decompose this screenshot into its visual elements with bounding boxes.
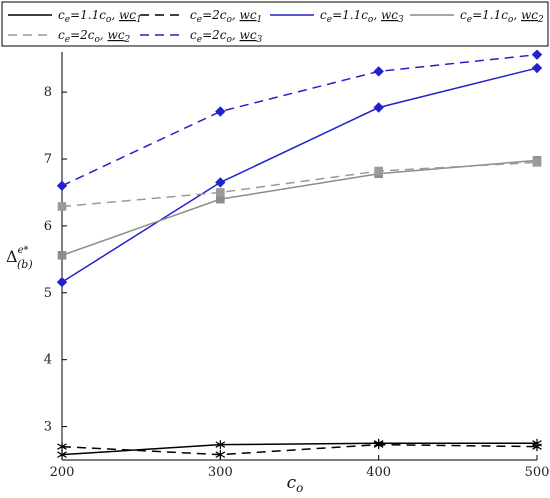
plot-area xyxy=(56,49,543,460)
data-point xyxy=(531,62,543,74)
legend-label: ce=2co, wc2 xyxy=(58,28,131,45)
legend-label: ce=2co, wc1 xyxy=(190,8,262,25)
y-tick-label: 6 xyxy=(44,219,52,234)
data-point xyxy=(57,442,67,452)
data-point xyxy=(216,188,225,197)
series-line xyxy=(61,443,538,456)
series-line xyxy=(61,161,538,208)
axes: 200 300 400 500 3 4 5 6 7 8 xyxy=(44,52,550,480)
data-point xyxy=(215,450,226,460)
y-axis-label-subscript: (b) xyxy=(17,258,33,271)
legend-item-4: ce=1.1co, wc2 xyxy=(410,8,544,25)
y-tick-label: 7 xyxy=(44,152,52,167)
legend-label: ce=1.1co, wc3 xyxy=(320,8,404,25)
data-point xyxy=(374,166,383,176)
legend-label: ce=1.1co, wc2 xyxy=(460,8,544,25)
data-point xyxy=(57,251,67,260)
y-axis-label: Δe* xyxy=(6,245,28,266)
data-point xyxy=(57,202,67,211)
legend-item-6: ce=2co, wc3 xyxy=(140,28,263,45)
y-tick-label: 4 xyxy=(44,353,52,368)
data-point xyxy=(373,66,384,77)
x-axis-label: co xyxy=(287,473,304,495)
x-tick-label: 300 xyxy=(208,465,233,480)
data-point xyxy=(531,49,543,60)
legend-item-5: ce=2co, wc2 xyxy=(8,28,131,45)
series-line xyxy=(61,442,537,456)
data-point xyxy=(56,180,68,191)
legend-item-2: ce=2co, wc1 xyxy=(140,8,262,25)
legend-frame xyxy=(1,1,549,47)
series-line xyxy=(61,53,538,187)
data-point xyxy=(57,450,67,460)
legend-label: ce=2co, wc3 xyxy=(190,28,263,45)
data-point xyxy=(215,106,226,117)
data-point xyxy=(532,442,542,452)
series-6 xyxy=(56,49,543,191)
y-tick-label: 8 xyxy=(44,85,52,100)
y-tick-label: 3 xyxy=(44,420,52,435)
legend-item-1: ce=1.1co, wc1 xyxy=(8,8,142,25)
series-2 xyxy=(57,440,542,460)
series-line xyxy=(61,67,538,283)
legend-label: ce=1.1co, wc1 xyxy=(58,8,142,25)
data-point xyxy=(373,440,384,450)
series-3 xyxy=(56,62,543,288)
legend-item-3: ce=1.1co, wc3 xyxy=(270,8,404,25)
x-tick-label: 400 xyxy=(366,465,391,480)
data-point xyxy=(215,177,226,188)
data-point xyxy=(215,440,226,450)
y-tick-label: 5 xyxy=(44,286,52,301)
data-point xyxy=(56,276,68,288)
legend: ce=1.1co, wc1 ce=2co, wc1 ce=1.1co, wc3 ce=… xyxy=(1,1,549,47)
x-tick-label: 500 xyxy=(525,465,550,480)
series-5 xyxy=(57,158,542,211)
data-point xyxy=(373,102,384,113)
x-tick-label: 200 xyxy=(50,465,75,480)
data-point xyxy=(532,158,542,167)
